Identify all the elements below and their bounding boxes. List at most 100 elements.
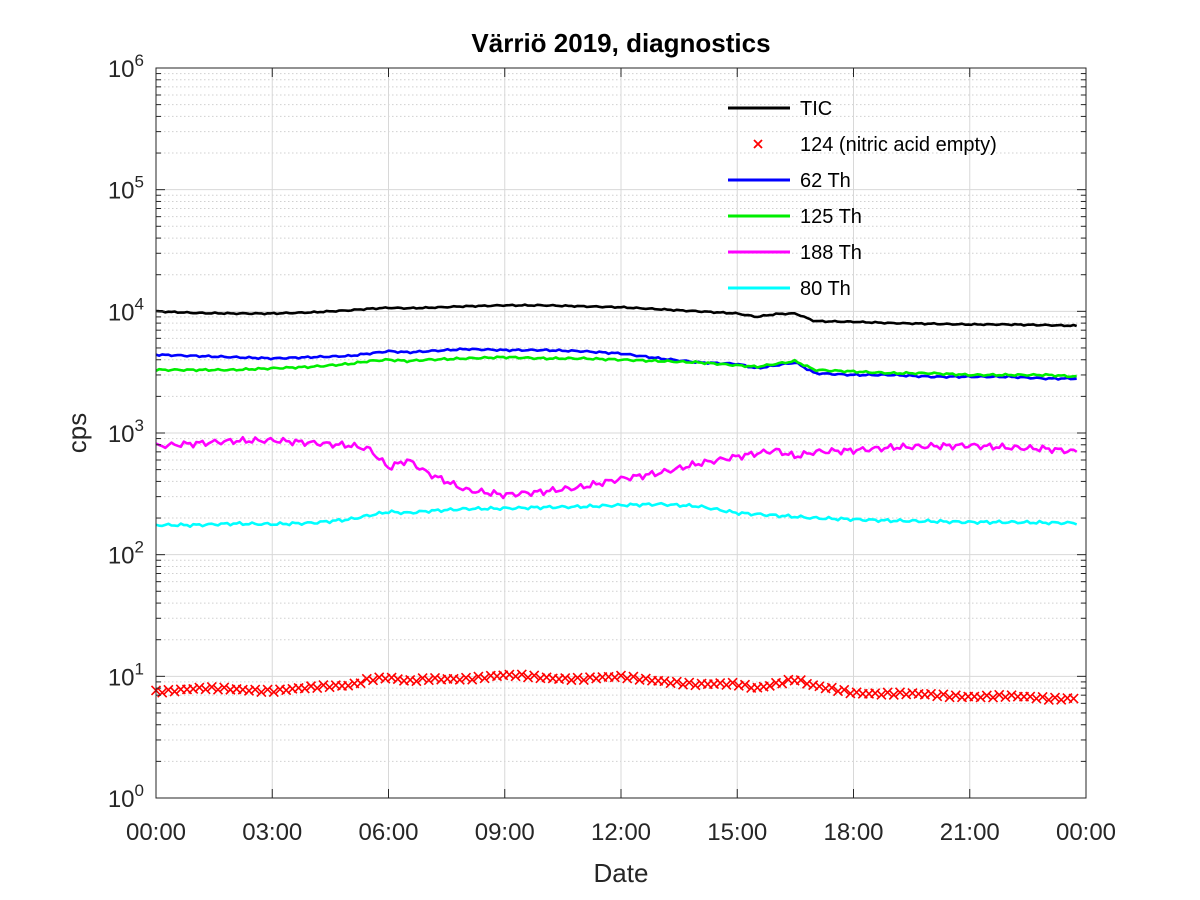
x-tick-label: 15:00: [707, 819, 767, 846]
data-point-marker: [975, 692, 986, 703]
data-point-marker: [212, 684, 224, 695]
data-point-marker: [268, 686, 279, 698]
data-point-marker: [615, 670, 627, 681]
legend-label-tic: TIC: [800, 98, 832, 120]
data-point-marker: [832, 686, 844, 697]
data-point-marker: [591, 673, 602, 684]
data-point-marker: [157, 687, 168, 698]
data-point-marker: [925, 688, 937, 699]
series-line-62-th: [155, 347, 1077, 381]
data-point-marker: [640, 673, 651, 684]
x-tick-label: 03:00: [242, 819, 302, 846]
data-point-marker: [1025, 691, 1036, 702]
data-point-marker: [671, 676, 682, 687]
data-point-marker: [479, 673, 490, 684]
legend: TIC 124 (nitric acid empty) 62 Th 125 Th 188…: [728, 98, 997, 300]
series-line-188-th: [155, 436, 1078, 500]
x-tick-marks: [155, 68, 1087, 798]
data-point-marker: [665, 678, 676, 689]
data-point-marker: [882, 687, 893, 698]
data-point-marker: [429, 672, 441, 684]
data-point-marker: [1068, 693, 1079, 704]
data-point-marker: [411, 676, 422, 687]
y-tick-label: 101: [108, 659, 144, 691]
data-point-marker: [256, 686, 267, 698]
data-point-marker: [318, 680, 329, 691]
data-point-marker: [324, 682, 335, 693]
y-axis-label: cps: [62, 413, 92, 453]
data-point-marker: [888, 689, 899, 700]
data-point-marker: [529, 670, 540, 681]
data-point-marker: [454, 674, 465, 685]
data-point-marker: [839, 684, 850, 695]
series-124-nitric-acid-empty: [150, 669, 1079, 706]
data-point-marker: [659, 676, 670, 687]
data-point-marker: [814, 681, 825, 692]
data-point-marker: [894, 687, 906, 698]
data-point-marker: [374, 672, 385, 683]
data-point-marker: [690, 680, 701, 691]
data-point-marker: [795, 675, 806, 686]
data-point-marker: [584, 672, 596, 683]
data-point-marker: [206, 681, 217, 692]
data-point-marker: [367, 675, 379, 686]
data-point-marker: [981, 690, 992, 701]
x-tick-label: 21:00: [940, 819, 1000, 846]
data-point-marker: [343, 680, 354, 691]
y-tick-marks: [156, 67, 1086, 799]
x-tick-label: 06:00: [358, 819, 418, 846]
y-tick-label: 106: [108, 51, 144, 83]
y-tick-labels: 100 101 102 103 104 105 106: [108, 51, 144, 813]
data-point-marker: [1037, 691, 1048, 703]
data-point-marker: [510, 671, 521, 682]
data-point-marker: [522, 672, 534, 683]
data-point-marker: [677, 679, 689, 690]
data-point-marker: [938, 689, 949, 700]
data-point-marker: [987, 692, 999, 703]
data-point-marker: [715, 677, 726, 689]
data-point-marker: [219, 682, 230, 693]
data-point-marker: [622, 673, 633, 684]
data-point-marker: [312, 682, 323, 694]
legend-marker-124-nitric-acid-empty: [753, 139, 763, 149]
data-point-marker: [560, 673, 571, 684]
legend-label-125-th: 125 Th: [800, 206, 862, 228]
data-point-marker: [1031, 693, 1042, 704]
data-point-marker: [1000, 692, 1011, 703]
data-point-marker: [169, 686, 180, 697]
data-point-marker: [1006, 690, 1017, 701]
data-point-marker: [299, 683, 310, 694]
legend-label-62-th: 62 Th: [800, 170, 851, 192]
data-point-marker: [355, 678, 366, 689]
data-point-marker: [516, 669, 527, 680]
x-tick-label: 09:00: [475, 819, 535, 846]
y-tick-label: 103: [108, 416, 144, 448]
x-tick-label: 12:00: [591, 819, 651, 846]
data-point-marker: [467, 674, 478, 685]
data-point-marker: [851, 687, 862, 698]
data-point-marker: [392, 674, 403, 685]
data-point-marker: [417, 673, 428, 684]
data-point-marker: [684, 677, 695, 688]
plot-series: [150, 303, 1079, 706]
x-tick-labels: 00:00 03:00 06:00 09:00 12:00 15:00 18:00 21:00…: [126, 819, 1116, 846]
legend-label-124-nitric-acid-empty: 124 (nitric acid empty): [800, 134, 997, 156]
data-point-marker: [801, 678, 813, 689]
legend-label-80-th: 80 Th: [800, 278, 851, 300]
data-point-marker: [386, 672, 397, 683]
y-tick-label: 100: [108, 781, 144, 813]
data-point-marker: [200, 684, 211, 695]
data-point-marker: [739, 679, 751, 690]
data-point-marker: [566, 675, 577, 686]
y-tick-label: 104: [108, 294, 144, 326]
data-point-marker: [628, 671, 639, 682]
data-point-marker: [361, 673, 372, 684]
data-point-marker: [609, 672, 620, 683]
y-tick-label: 105: [108, 173, 144, 205]
data-point-marker: [994, 689, 1005, 700]
x-tick-label: 00:00: [1056, 819, 1116, 846]
data-point-marker: [504, 669, 515, 680]
x-tick-label: 00:00: [126, 819, 186, 846]
data-point-marker: [188, 683, 199, 695]
